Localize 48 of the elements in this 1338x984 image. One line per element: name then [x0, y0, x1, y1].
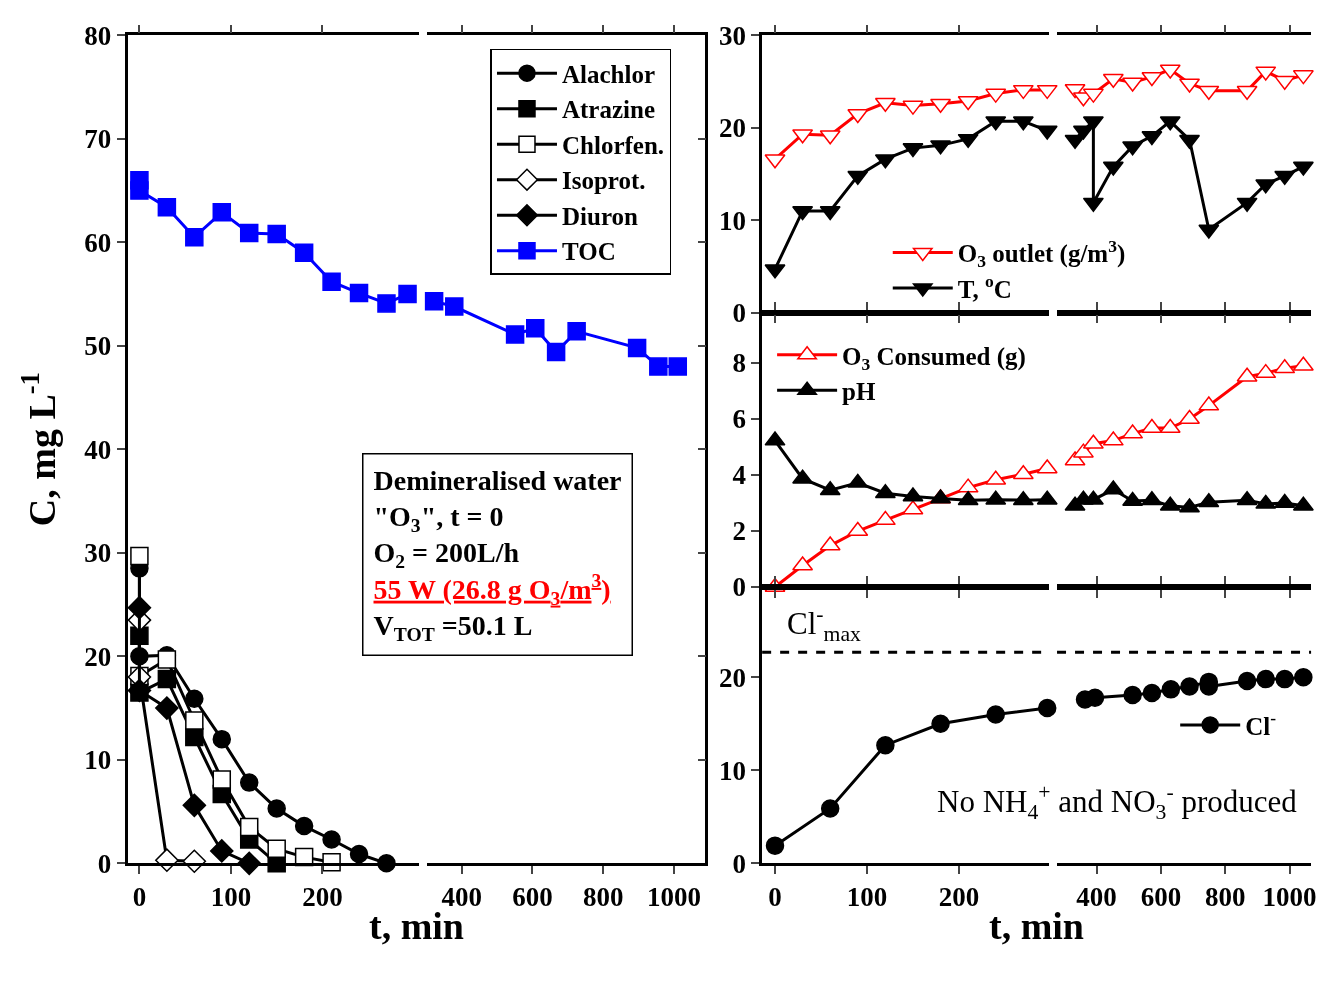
y-tick-label: 0 [97, 848, 112, 879]
legend-label: Diuron [561, 202, 639, 230]
x-tick-label: 800 [1204, 882, 1246, 913]
legend-label: pH [842, 378, 877, 406]
x-tick-label: 100 [210, 882, 252, 913]
y-tick-label: 10 [718, 205, 746, 236]
x-tick-label: 600 [1140, 882, 1182, 913]
y-tick-label: 70 [84, 124, 112, 155]
x-tick-label: 800 [582, 882, 624, 913]
legend-label: T, $^{o}$C [957, 271, 1012, 303]
y-tick-label: 8 [732, 348, 746, 379]
x-tick-label: 1000 [646, 882, 701, 913]
y-tick-label: 60 [84, 227, 112, 258]
annotation: Demineralised water [373, 464, 622, 496]
legend-label: Isoprot. [561, 167, 646, 195]
legend-label: Alachlor [561, 60, 656, 88]
annotation: No NH$_{4}$$^{+}$ and NO$_{3}$$^{-}$ produced [937, 780, 1298, 824]
legend-label: Chlorfen. [561, 131, 665, 159]
y-tick-label: 0 [732, 848, 746, 879]
y-tick-label: 0 [732, 298, 746, 329]
legend-label: O$_{3}$ outlet (g/m$^{3}$) [957, 235, 1126, 272]
x-tick-label: 600 [512, 882, 553, 913]
y-tick-label: 30 [84, 538, 112, 569]
y-tick-label: 10 [718, 755, 746, 786]
y-tick-label: 40 [84, 434, 112, 465]
annotation: V$_{TOT}$ =50.1 L [373, 610, 533, 645]
legend-label: TOC [561, 238, 616, 266]
y-tick-label: 10 [84, 745, 112, 776]
y-tick-label: 0 [732, 572, 746, 603]
y-tick-label: 2 [732, 516, 746, 547]
y-tick-label: 20 [718, 662, 746, 693]
x-tick-label: 200 [302, 882, 343, 913]
y-tick-label: 50 [84, 331, 112, 362]
legend-label: O$_{3}$ Consumed (g) [842, 342, 1026, 374]
y-tick-label: 80 [84, 20, 112, 51]
legend-label: Atrazine [561, 96, 656, 124]
x-tick-label: 0 [768, 882, 782, 913]
x-tick-label: 0 [132, 882, 147, 913]
y-tick-label: 20 [718, 113, 746, 144]
legend-label: Cl$^{-}$ [1245, 708, 1277, 740]
y-tick-label: 6 [732, 404, 746, 435]
y-tick-label: 30 [718, 20, 746, 51]
x-tick-label: 100 [846, 882, 888, 913]
y-tick-label: 4 [732, 460, 746, 491]
annotation: "O$_{3}$", t = 0 [373, 500, 504, 536]
y-tick-label: 20 [84, 641, 112, 672]
x-tick-label: 1000 [1262, 882, 1317, 913]
x-tick-label: 200 [938, 882, 980, 913]
